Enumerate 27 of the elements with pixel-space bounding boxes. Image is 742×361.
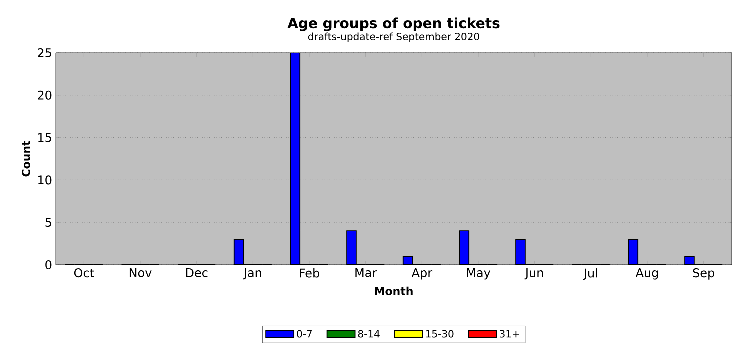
x-tick-label: Jul bbox=[583, 268, 598, 280]
y-tick-label: 25 bbox=[38, 48, 52, 58]
x-tick-label: Apr bbox=[412, 268, 433, 280]
y-tick-label: 10 bbox=[38, 176, 52, 185]
y-tick-label: 20 bbox=[38, 90, 52, 100]
y-tick-label: 15 bbox=[38, 133, 52, 142]
y-axis-title: Count bbox=[22, 140, 30, 177]
x-tick-label: Feb bbox=[300, 268, 320, 278]
chart-subtitle: drafts-update-ref September 2020 bbox=[308, 32, 480, 42]
x-tick-label: Oct bbox=[74, 268, 94, 278]
x-tick-label: Sep bbox=[693, 268, 714, 280]
x-tick-label: Jan bbox=[243, 268, 262, 280]
x-tick-label: May bbox=[467, 268, 491, 280]
y-tick-label: 5 bbox=[46, 218, 52, 228]
x-tick-label: Dec bbox=[186, 268, 208, 278]
x-axis-title: Month bbox=[375, 286, 413, 296]
chart-title: Age groups of open tickets bbox=[288, 18, 500, 32]
bar bbox=[290, 52, 301, 265]
x-tick-label: Mar bbox=[356, 268, 378, 278]
legend-label: 31+ bbox=[500, 330, 520, 338]
x-tick-label: Nov bbox=[130, 268, 152, 278]
legend-label: 0-7 bbox=[297, 330, 312, 338]
x-tick-label: Jun bbox=[524, 268, 544, 280]
y-tick-label: 0 bbox=[46, 260, 52, 270]
legend-label: 15-30 bbox=[426, 330, 454, 338]
x-tick-label: Aug bbox=[636, 268, 658, 280]
legend-label: 8-14 bbox=[358, 330, 380, 338]
